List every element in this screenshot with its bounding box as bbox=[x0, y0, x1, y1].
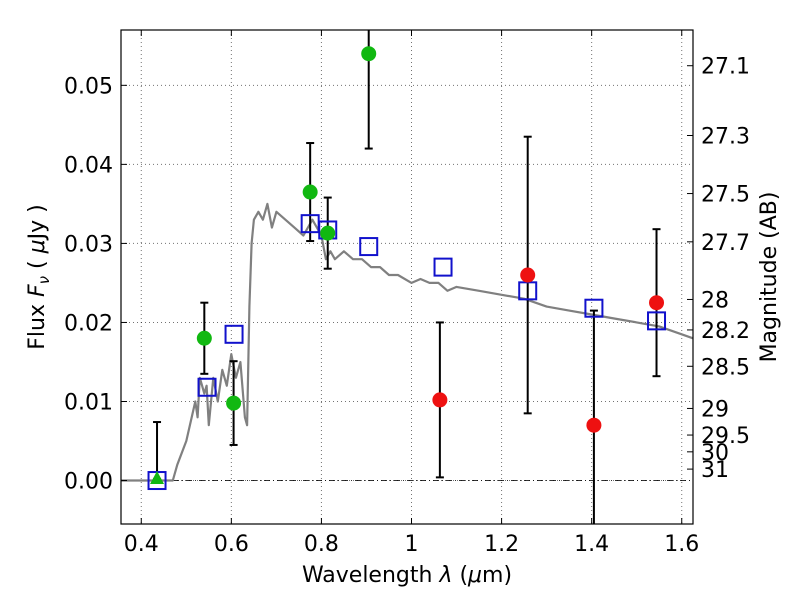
y-tick-label: 0.03 bbox=[64, 232, 113, 257]
x-tick-label: 0.4 bbox=[124, 532, 159, 557]
magnitude-tick-label: 27.5 bbox=[701, 183, 750, 208]
magnitude-tick-label: 27.7 bbox=[701, 231, 750, 256]
model-flux-square bbox=[647, 311, 667, 331]
y-tick-label: 0.04 bbox=[64, 153, 113, 178]
green-detection-point bbox=[361, 46, 377, 62]
model-flux-square bbox=[197, 377, 217, 397]
x-tick-label: 0.8 bbox=[304, 532, 339, 557]
green-detection-triangle bbox=[150, 470, 165, 484]
model-flux-square bbox=[433, 257, 453, 277]
x-axis-label: Wavelength λ (μm) bbox=[302, 563, 512, 588]
y-tick-label: 0.01 bbox=[64, 390, 113, 415]
magnitude-tick-label: 29.5 bbox=[701, 424, 750, 449]
plot-background bbox=[121, 30, 693, 524]
green-detection-point bbox=[226, 395, 242, 411]
magnitude-tick-label: 27.3 bbox=[701, 125, 750, 150]
y-axis-label: Flux Fν ( μJy ) bbox=[25, 204, 53, 349]
magnitude-tick-label: 28.5 bbox=[701, 355, 750, 380]
y-tick-label: 0.05 bbox=[64, 74, 113, 99]
magnitude-tick-label: 31 bbox=[701, 458, 729, 483]
red-detection-point bbox=[649, 295, 665, 311]
grid bbox=[121, 30, 693, 524]
magnitude-tick-label: 30 bbox=[701, 441, 729, 466]
red-detection-point bbox=[586, 417, 602, 433]
magnitude-axis-label: Magnitude (AB) bbox=[757, 192, 782, 363]
green-detection-point bbox=[320, 225, 336, 241]
magnitude-tick-label: 28 bbox=[701, 288, 729, 313]
y-tick-label: 0.02 bbox=[64, 311, 113, 336]
x-tick-label: 0.6 bbox=[214, 532, 249, 557]
red-detection-point bbox=[520, 267, 536, 283]
model-flux-square bbox=[224, 324, 244, 344]
detection-markers bbox=[150, 46, 665, 484]
model-sed-line bbox=[121, 202, 694, 482]
x-axis-ticks: 0.4 0.6 0.8 1 1.2 1.4 1.6 bbox=[124, 30, 699, 557]
magnitude-tick-label: 28.2 bbox=[701, 319, 750, 344]
y-tick-label: 0.00 bbox=[64, 470, 113, 495]
x-tick-label: 1.4 bbox=[574, 532, 609, 557]
magnitude-tick-label: 27.1 bbox=[701, 55, 750, 80]
plot-frame bbox=[120, 29, 694, 525]
model-flux-square bbox=[584, 298, 604, 318]
green-detection-point bbox=[196, 330, 212, 346]
x-tick-label: 1 bbox=[405, 532, 419, 557]
x-tick-label: 1.2 bbox=[484, 532, 519, 557]
model-flux-square bbox=[359, 237, 379, 257]
red-detection-point bbox=[432, 392, 448, 408]
magnitude-tick-label: 29 bbox=[701, 397, 729, 422]
green-detection-point bbox=[302, 184, 318, 200]
y-axis-ticks: 0.00 0.01 0.02 0.03 0.04 0.05 bbox=[64, 74, 127, 495]
x-tick-label: 1.6 bbox=[664, 532, 699, 557]
